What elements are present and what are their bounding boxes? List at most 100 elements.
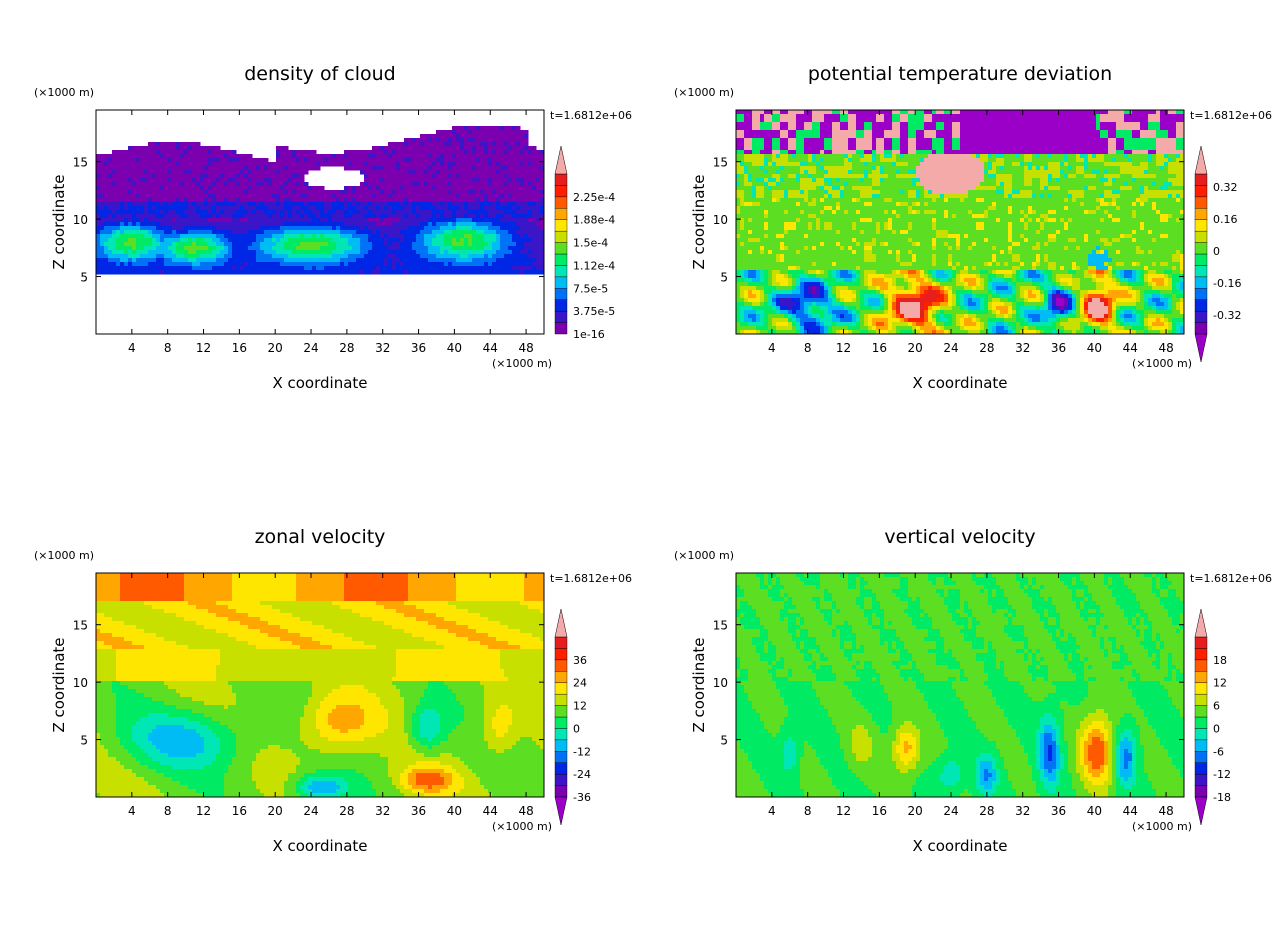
heatmap-cell bbox=[464, 186, 468, 190]
heatmap-cell bbox=[320, 266, 324, 270]
heatmap-cell bbox=[840, 154, 844, 158]
heatmap-cell bbox=[844, 134, 848, 138]
heatmap-cell bbox=[232, 258, 236, 262]
heatmap-cell bbox=[488, 214, 492, 218]
heatmap-cell bbox=[948, 154, 952, 158]
heatmap-cell bbox=[416, 146, 420, 150]
heatmap-cell bbox=[128, 270, 132, 274]
heatmap-cell bbox=[804, 150, 808, 154]
heatmap-cell bbox=[792, 150, 796, 154]
heatmap-cell bbox=[272, 262, 276, 266]
heatmap-cell bbox=[864, 122, 868, 126]
heatmap-cell bbox=[520, 150, 524, 154]
heatmap-cell bbox=[164, 146, 168, 150]
heatmap-cell bbox=[752, 142, 756, 146]
heatmap-cell bbox=[976, 110, 980, 114]
heatmap-cell bbox=[360, 170, 364, 174]
heatmap-cell bbox=[280, 162, 284, 166]
heatmap-cell bbox=[112, 226, 116, 230]
heatmap-cell bbox=[428, 186, 432, 190]
heatmap-cell bbox=[948, 142, 952, 146]
heatmap-cell bbox=[220, 154, 224, 158]
heatmap-cell bbox=[492, 238, 496, 242]
heatmap-cell bbox=[408, 234, 412, 238]
heatmap-cell bbox=[836, 146, 840, 150]
heatmap-cell bbox=[1012, 130, 1016, 134]
heatmap-cell bbox=[316, 190, 320, 194]
heatmap-cell bbox=[872, 118, 876, 122]
heatmap-cell bbox=[260, 162, 264, 166]
heatmap-cell bbox=[388, 154, 392, 158]
heatmap-cell bbox=[1112, 130, 1116, 134]
heatmap-cell bbox=[292, 234, 296, 238]
heatmap-cell bbox=[496, 242, 500, 246]
heatmap-cell bbox=[152, 178, 156, 182]
heatmap-cell bbox=[1172, 142, 1176, 146]
heatmap-cell bbox=[1168, 150, 1172, 154]
heatmap-cell bbox=[372, 222, 376, 226]
heatmap-cell bbox=[500, 174, 504, 178]
heatmap-cell bbox=[228, 190, 232, 194]
heatmap-cell bbox=[788, 130, 792, 134]
heatmap-cell bbox=[1104, 122, 1108, 126]
heatmap-cell bbox=[516, 234, 520, 238]
chart-title: density of cloud bbox=[244, 63, 396, 85]
heatmap-cell bbox=[536, 254, 540, 258]
heatmap-cell bbox=[504, 246, 508, 250]
heatmap-cell bbox=[224, 190, 228, 194]
heatmap-cell bbox=[488, 218, 492, 222]
heatmap-cell bbox=[96, 170, 100, 174]
heatmap-cell bbox=[900, 130, 904, 134]
heatmap-cell bbox=[464, 270, 468, 274]
heatmap-cell bbox=[404, 142, 408, 146]
heatmap-cell bbox=[280, 182, 284, 186]
heatmap-cell bbox=[752, 114, 756, 118]
heatmap-cell bbox=[332, 194, 336, 198]
heatmap-cell bbox=[308, 162, 312, 166]
heatmap-cell bbox=[744, 142, 748, 146]
heatmap-cell bbox=[96, 230, 100, 234]
heatmap-cell bbox=[1032, 110, 1036, 114]
heatmap-cell bbox=[404, 166, 408, 170]
heatmap-cell bbox=[256, 178, 260, 182]
heatmap-cell bbox=[484, 194, 488, 198]
heatmap-cell bbox=[148, 258, 152, 262]
heatmap-cell bbox=[1068, 110, 1072, 114]
heatmap-cell bbox=[456, 242, 460, 246]
heatmap-cell bbox=[844, 154, 848, 158]
heatmap-cell bbox=[96, 214, 100, 218]
heatmap-cell bbox=[216, 222, 220, 226]
heatmap-cell bbox=[376, 218, 380, 222]
heatmap-cell bbox=[156, 258, 160, 262]
heatmap-cell bbox=[448, 130, 452, 134]
heatmap-cell bbox=[916, 126, 920, 130]
heatmap-cell bbox=[112, 150, 116, 154]
heatmap-cell bbox=[140, 158, 144, 162]
heatmap-cell bbox=[288, 170, 292, 174]
heatmap-cell bbox=[776, 126, 780, 130]
heatmap-cell bbox=[256, 162, 260, 166]
heatmap-cell bbox=[1132, 134, 1136, 138]
heatmap-cell bbox=[132, 222, 136, 226]
heatmap-cell bbox=[460, 142, 464, 146]
heatmap-cell bbox=[988, 142, 992, 146]
heatmap-cell bbox=[104, 162, 108, 166]
heatmap-cell bbox=[300, 154, 304, 158]
heatmap-cell bbox=[1068, 126, 1072, 130]
heatmap-cell bbox=[812, 134, 816, 138]
heatmap-cell bbox=[232, 242, 236, 246]
heatmap-cell bbox=[164, 230, 168, 234]
heatmap-cell bbox=[524, 226, 528, 230]
heatmap-cell bbox=[148, 242, 152, 246]
heatmap-cell bbox=[328, 242, 332, 246]
heatmap-cell bbox=[460, 194, 464, 198]
heatmap-cell bbox=[144, 246, 148, 250]
heatmap-cell bbox=[412, 154, 416, 158]
heatmap-cell bbox=[740, 146, 744, 150]
heatmap-cell bbox=[200, 222, 204, 226]
heatmap-cell bbox=[1008, 130, 1012, 134]
heatmap-cell bbox=[192, 218, 196, 222]
heatmap-cell bbox=[456, 214, 460, 218]
heatmap-cell bbox=[464, 182, 468, 186]
heatmap-cell bbox=[172, 170, 176, 174]
